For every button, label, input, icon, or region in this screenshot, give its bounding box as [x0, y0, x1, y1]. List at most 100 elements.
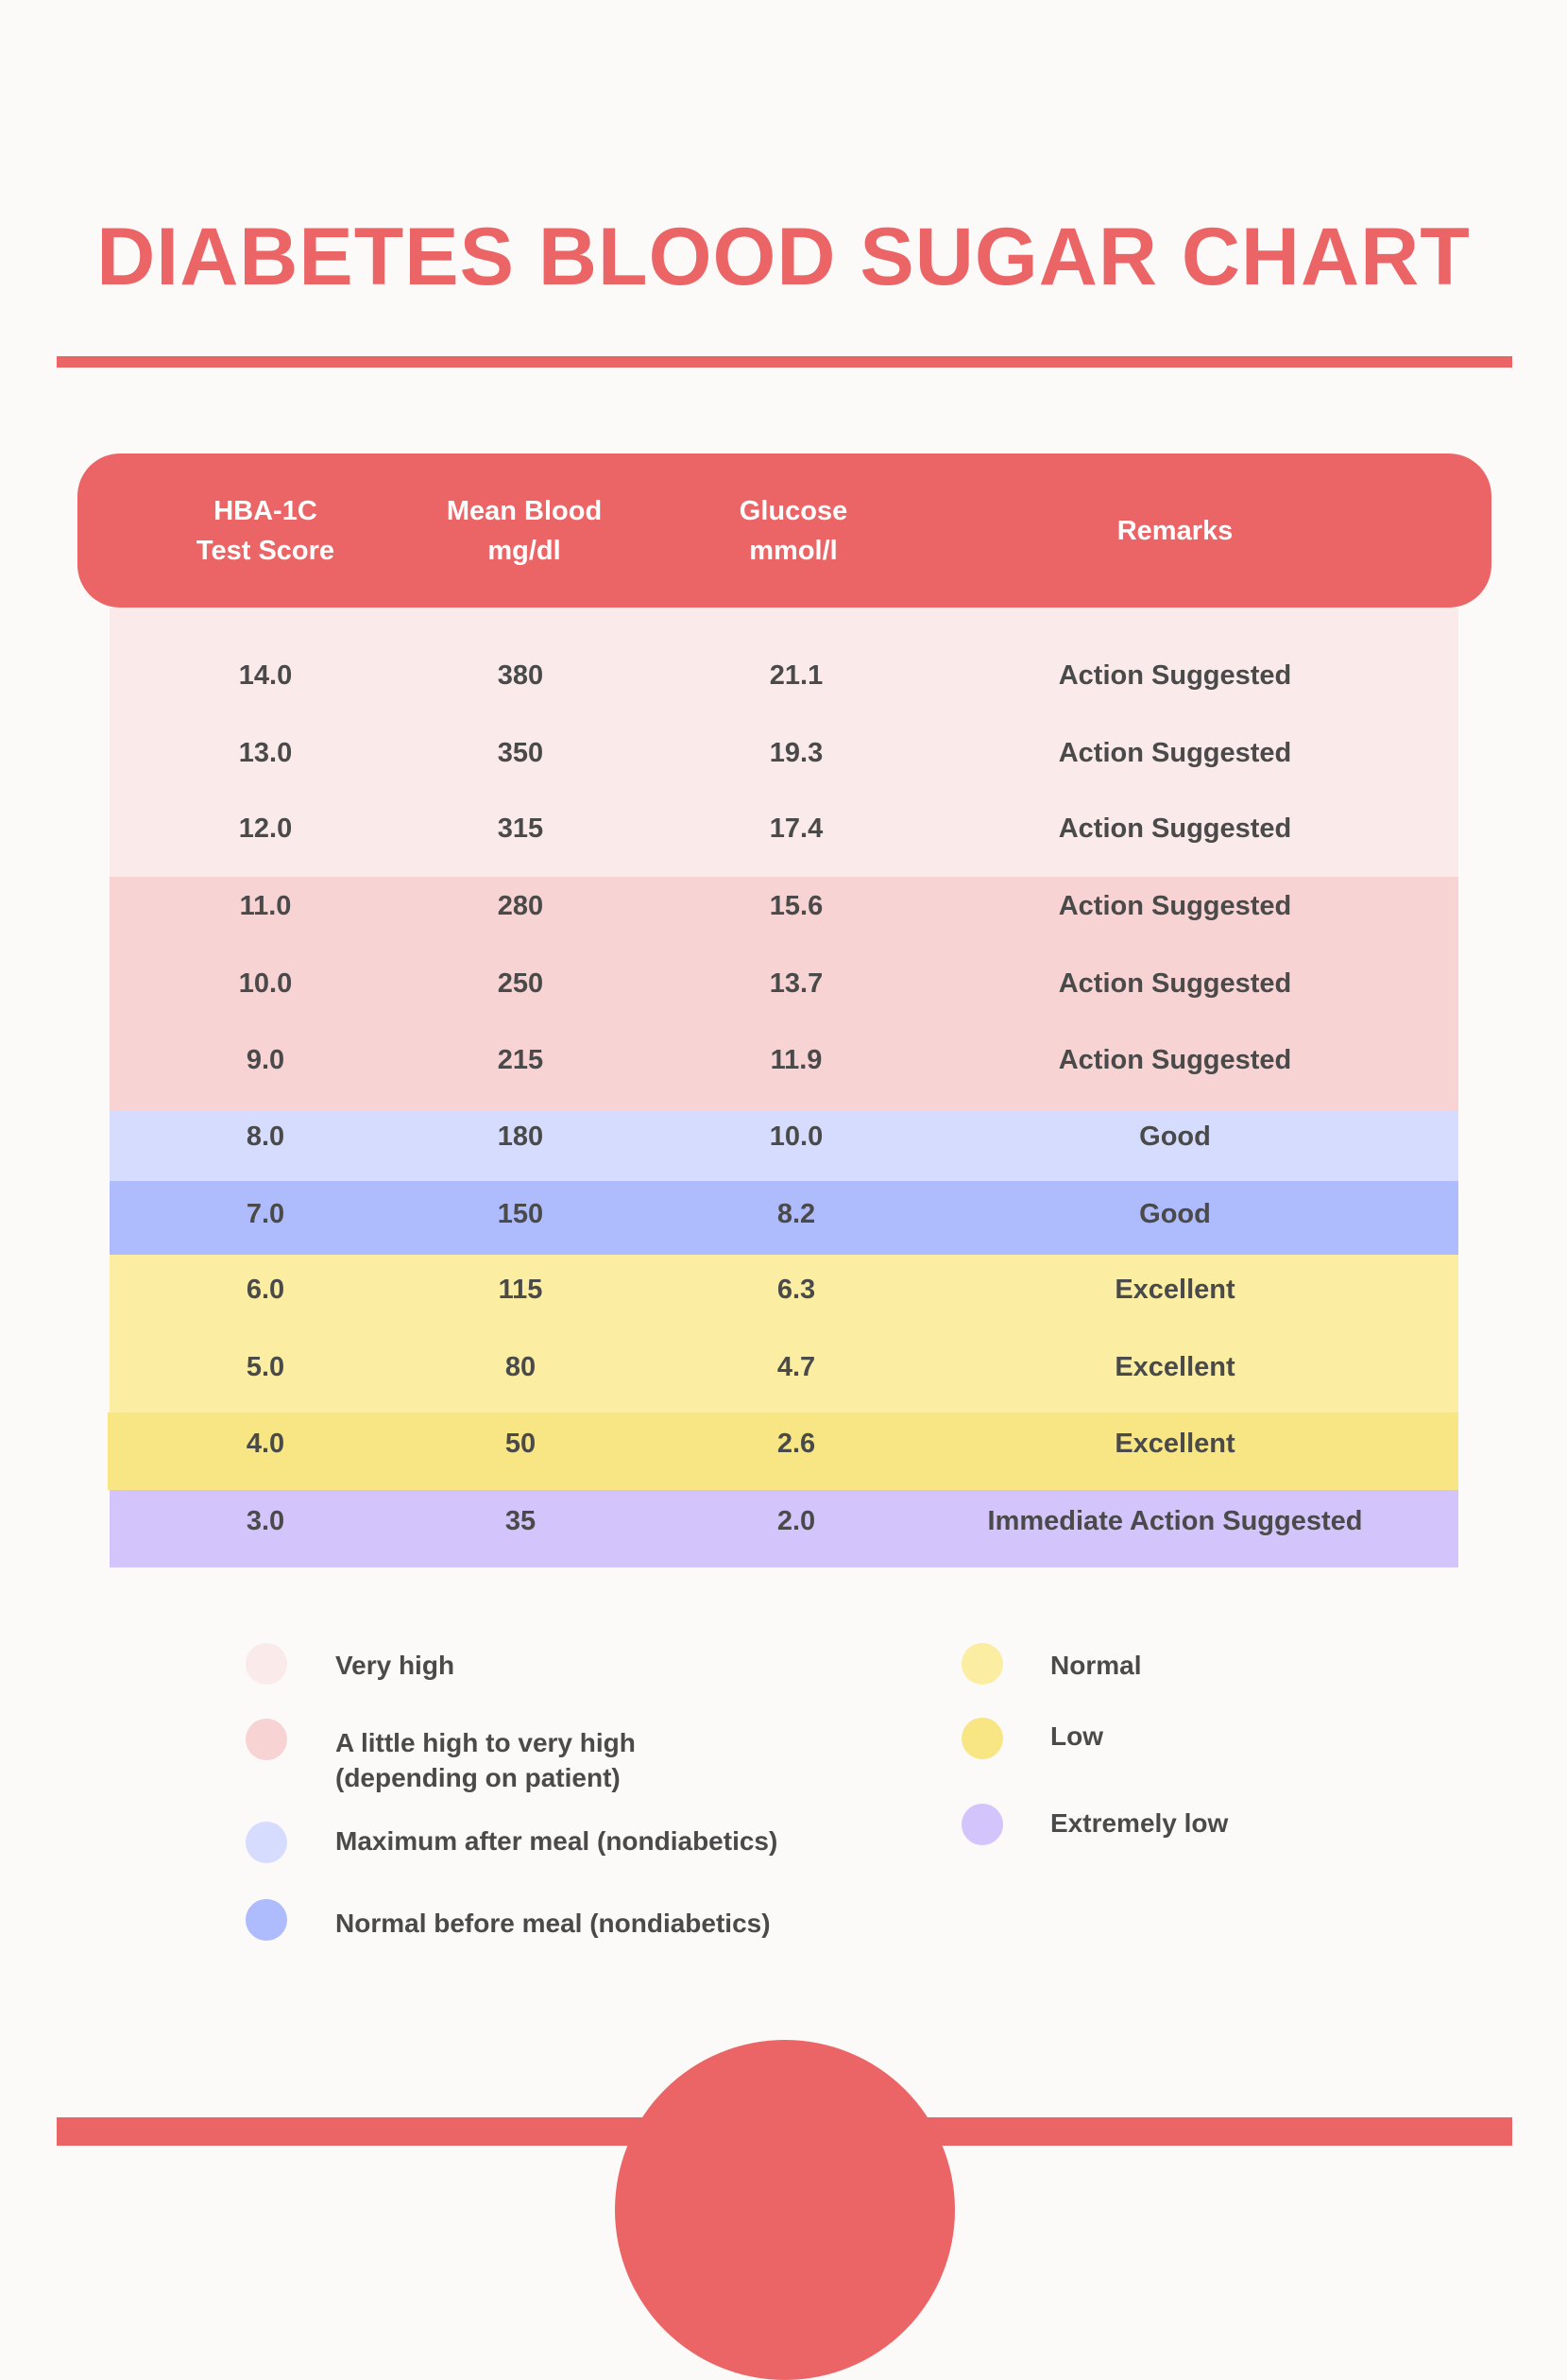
header-mean-blood: Mean Blood mg/dl: [383, 454, 666, 608]
cell-mmol-l: 10.0: [769, 1122, 824, 1152]
legend-swatch: [962, 1718, 1003, 1759]
header-line: mmol/l: [749, 535, 838, 566]
title-divider: [57, 356, 1512, 368]
header-hba1c: HBA-1C Test Score: [124, 454, 407, 608]
cell-remarks: Action Suggested: [1058, 1045, 1292, 1075]
cell-hba1c: 6.0: [246, 1275, 285, 1305]
cell-remarks: Action Suggested: [1058, 813, 1292, 844]
cell-mmol-l: 8.2: [776, 1199, 816, 1229]
header-line: Mean Blood: [446, 495, 603, 526]
cell-remarks: Immediate Action Suggested: [987, 1506, 1363, 1536]
cell-hba1c: 3.0: [246, 1506, 285, 1536]
cell-mg-dl: 80: [504, 1352, 537, 1382]
cell-hba1c: 12.0: [238, 813, 293, 844]
cell-mg-dl: 35: [504, 1506, 537, 1536]
table-row: 7.0 150 8.2 Good: [0, 1175, 1567, 1253]
table-row: 8.0 180 10.0 Good: [0, 1098, 1567, 1175]
table-row: 11.0 280 15.6 Action Suggested: [0, 867, 1567, 945]
legend-label-line: Maximum after meal (nondiabetics): [335, 1826, 778, 1856]
cell-hba1c: 14.0: [238, 660, 293, 691]
table-row: 5.0 80 4.7 Excellent: [0, 1328, 1567, 1406]
cell-hba1c: 4.0: [246, 1429, 285, 1459]
cell-mmol-l: 17.4: [769, 813, 824, 844]
cell-mg-dl: 315: [497, 813, 544, 844]
table-row: 12.0 315 17.4 Action Suggested: [0, 790, 1567, 867]
cell-hba1c: 11.0: [239, 891, 292, 921]
legend-swatch: [246, 1899, 287, 1941]
legend-label: A little high to very high (depending on …: [335, 1725, 636, 1795]
legend-label-line: Very high: [335, 1651, 455, 1680]
cell-mg-dl: 115: [498, 1275, 543, 1305]
cell-remarks: Excellent: [1115, 1275, 1235, 1305]
table-row: 9.0 215 11.9 Action Suggested: [0, 1021, 1567, 1099]
legend-label: Extremely low: [1050, 1808, 1229, 1838]
cell-mmol-l: 15.6: [769, 891, 824, 921]
decorative-semicircle: [615, 2040, 955, 2380]
legend-label: Low: [1050, 1721, 1103, 1751]
cell-mg-dl: 180: [497, 1122, 544, 1152]
legend-swatch: [246, 1822, 287, 1863]
page-title: DIABETES BLOOD SUGAR CHART: [96, 212, 1471, 302]
legend-swatch: [246, 1643, 287, 1685]
cell-remarks: Action Suggested: [1058, 660, 1292, 691]
footer-bar: [57, 2117, 1512, 2146]
cell-remarks: Action Suggested: [1058, 891, 1292, 921]
cell-mg-dl: 250: [497, 968, 544, 999]
header-line: Remarks: [1116, 515, 1234, 546]
band-normal: [110, 1255, 1458, 1413]
legend-label: Maximum after meal (nondiabetics): [335, 1824, 777, 1858]
band-little-high: [110, 877, 1458, 1111]
header-remarks: Remarks: [1033, 454, 1317, 608]
header-line: mg/dl: [487, 535, 561, 566]
cell-hba1c: 9.0: [246, 1045, 285, 1075]
cell-remarks: Action Suggested: [1058, 738, 1292, 768]
cell-mmol-l: 2.6: [776, 1429, 816, 1459]
cell-remarks: Good: [1139, 1199, 1211, 1229]
legend-label-line: (depending on patient): [335, 1763, 621, 1792]
cell-mmol-l: 21.1: [769, 660, 824, 691]
table-row: 3.0 35 2.0 Immediate Action Suggested: [0, 1482, 1567, 1560]
table-row: 14.0 380 21.1 Action Suggested: [0, 637, 1567, 714]
band-extremely-low: [110, 1490, 1458, 1567]
cell-mg-dl: 280: [497, 891, 544, 921]
cell-mg-dl: 215: [497, 1045, 544, 1075]
cell-hba1c: 10.0: [238, 968, 293, 999]
cell-mmol-l: 13.7: [769, 968, 824, 999]
header-line: Glucose: [739, 495, 848, 526]
cell-remarks: Good: [1139, 1122, 1211, 1152]
cell-hba1c: 5.0: [246, 1352, 285, 1382]
cell-mg-dl: 150: [497, 1199, 544, 1229]
cell-hba1c: 7.0: [246, 1199, 285, 1229]
cell-remarks: Excellent: [1115, 1352, 1235, 1382]
legend-label: Normal before meal (nondiabetics): [335, 1906, 771, 1941]
band-low: [108, 1413, 1458, 1490]
cell-hba1c: 8.0: [246, 1122, 285, 1152]
legend-swatch: [246, 1719, 287, 1760]
cell-remarks: Excellent: [1115, 1429, 1235, 1459]
cell-mg-dl: 380: [497, 660, 544, 691]
table-row: 4.0 50 2.6 Excellent: [0, 1405, 1567, 1482]
cell-mmol-l: 19.3: [769, 738, 824, 768]
band-normal-before-meal: [110, 1181, 1458, 1255]
legend-swatch: [962, 1804, 1003, 1845]
table-row: 10.0 250 13.7 Action Suggested: [0, 945, 1567, 1022]
cell-mmol-l: 11.9: [770, 1045, 823, 1075]
cell-mg-dl: 350: [497, 738, 544, 768]
legend-swatch: [962, 1643, 1003, 1685]
cell-mmol-l: 2.0: [776, 1506, 816, 1536]
legend-label: Very high: [335, 1648, 454, 1683]
cell-mg-dl: 50: [504, 1429, 537, 1459]
legend-label-line: A little high to very high: [335, 1728, 636, 1757]
legend-label: Normal: [1050, 1651, 1142, 1680]
header-glucose: Glucose mmol/l: [652, 454, 935, 608]
cell-hba1c: 13.0: [238, 738, 293, 768]
header-line: Test Score: [196, 535, 335, 566]
header-line: HBA-1C: [213, 495, 317, 526]
band-very-high: [110, 608, 1458, 877]
table-row: 6.0 115 6.3 Excellent: [0, 1251, 1567, 1328]
cell-remarks: Action Suggested: [1058, 968, 1292, 999]
legend-label-line: Normal before meal (nondiabetics): [335, 1909, 771, 1938]
cell-mmol-l: 4.7: [776, 1352, 816, 1382]
table-header: HBA-1C Test Score Mean Blood mg/dl Glucose…: [77, 454, 1491, 608]
band-max-after-meal: [110, 1111, 1458, 1181]
